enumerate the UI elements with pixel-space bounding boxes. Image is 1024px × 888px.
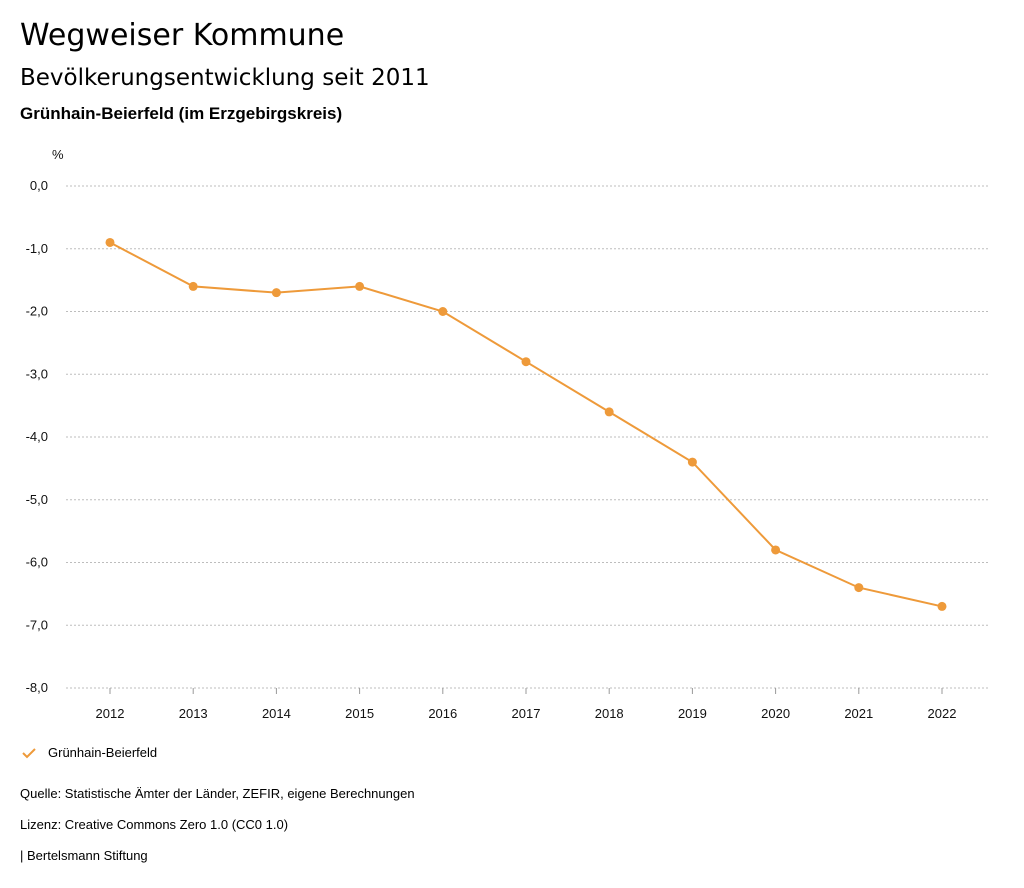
x-tick-label: 2022 bbox=[928, 706, 957, 721]
line-chart: % 0,0 -1,0 -2,0 -3,0 -4,0 -5,0 -6,0 -7,0 -8,0 2012… bbox=[26, 147, 990, 721]
x-tick-label: 2021 bbox=[844, 706, 873, 721]
data-point bbox=[771, 545, 781, 555]
data-point bbox=[937, 601, 947, 611]
legend[interactable]: Grünhain-Beierfeld bbox=[22, 745, 157, 760]
x-tick-label: 2015 bbox=[345, 706, 374, 721]
y-tick-label: -3,0 bbox=[26, 366, 48, 381]
y-tick-label: -4,0 bbox=[26, 429, 48, 444]
check-icon bbox=[22, 747, 36, 758]
data-point bbox=[521, 357, 531, 367]
license-note: Lizenz: Creative Commons Zero 1.0 (CC0 1… bbox=[20, 817, 289, 832]
x-tick-label: 2018 bbox=[595, 706, 624, 721]
page-title: Wegweiser Kommune bbox=[20, 18, 345, 53]
x-tick-label: 2019 bbox=[678, 706, 707, 721]
x-tick-label: 2013 bbox=[179, 706, 208, 721]
x-tick-label: 2014 bbox=[262, 706, 291, 721]
data-point bbox=[687, 457, 697, 467]
source-note: Quelle: Statistische Ämter der Länder, Z… bbox=[20, 786, 415, 801]
region-label: Grünhain-Beierfeld (im Erzgebirgskreis) bbox=[20, 104, 343, 123]
data-point bbox=[438, 307, 448, 316]
y-tick-label: -6,0 bbox=[26, 555, 48, 570]
y-tick-label: -1,0 bbox=[26, 241, 48, 256]
legend-label: Grünhain-Beierfeld bbox=[48, 745, 158, 760]
y-axis-label: % bbox=[52, 147, 64, 162]
x-tick-label: 2012 bbox=[96, 706, 125, 721]
data-point bbox=[105, 237, 115, 247]
series-line bbox=[109, 241, 943, 608]
data-point bbox=[271, 288, 281, 298]
chart-subtitle: Bevölkerungsentwicklung seit 2011 bbox=[20, 65, 430, 91]
x-tick-label: 2016 bbox=[428, 706, 457, 721]
x-tick-label: 2020 bbox=[761, 706, 790, 721]
publisher-note: | Bertelsmann Stiftung bbox=[20, 848, 148, 863]
data-point bbox=[854, 583, 864, 593]
y-tick-label: -7,0 bbox=[26, 617, 48, 632]
y-tick-label: -5,0 bbox=[26, 492, 48, 507]
data-point bbox=[604, 407, 614, 417]
data-point bbox=[188, 281, 198, 291]
y-tick-label: -8,0 bbox=[26, 680, 48, 695]
y-tick-label: 0,0 bbox=[30, 178, 48, 193]
x-tick-label: 2017 bbox=[512, 706, 541, 721]
y-tick-label: -2,0 bbox=[26, 304, 48, 319]
data-point bbox=[355, 281, 365, 291]
